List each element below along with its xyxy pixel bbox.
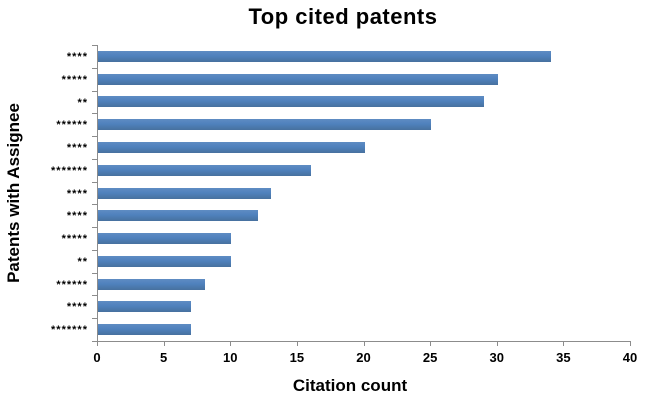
bar bbox=[98, 141, 365, 153]
y-tick-mark bbox=[92, 159, 97, 160]
y-tick-mark bbox=[92, 318, 97, 319]
x-tick-label: 0 bbox=[93, 350, 101, 365]
category-label: ***** bbox=[61, 73, 88, 86]
chart-title: Top cited patents bbox=[248, 4, 438, 29]
y-tick-mark bbox=[92, 91, 97, 92]
bar bbox=[98, 233, 232, 245]
category-label: ******* bbox=[51, 324, 88, 337]
bar bbox=[98, 255, 232, 267]
y-tick-mark bbox=[92, 113, 97, 114]
x-tick-label: 20 bbox=[356, 350, 371, 365]
x-tick-mark bbox=[230, 342, 231, 346]
y-tick-mark bbox=[92, 227, 97, 228]
x-tick-mark bbox=[430, 342, 431, 346]
y-tick-mark bbox=[92, 341, 97, 342]
category-label: ***** bbox=[61, 233, 88, 246]
bar bbox=[98, 324, 192, 336]
y-tick-mark bbox=[92, 250, 97, 251]
y-tick-mark bbox=[92, 295, 97, 296]
bar bbox=[98, 96, 485, 108]
y-tick-mark bbox=[92, 136, 97, 137]
y-tick-mark bbox=[92, 182, 97, 183]
y-tick-mark bbox=[92, 273, 97, 274]
category-label: **** bbox=[66, 301, 88, 314]
category-label: ****** bbox=[56, 278, 88, 291]
y-tick-mark bbox=[92, 68, 97, 69]
y-tick-mark bbox=[92, 45, 97, 46]
bar bbox=[98, 73, 498, 85]
x-tick-label: 15 bbox=[289, 350, 305, 365]
x-tick-mark bbox=[364, 342, 365, 346]
x-tick-mark bbox=[164, 342, 165, 346]
x-tick-label: 10 bbox=[223, 350, 238, 365]
category-label: **** bbox=[66, 210, 88, 223]
x-axis-title: Citation count bbox=[292, 376, 408, 395]
x-tick-label: 30 bbox=[489, 350, 504, 365]
bar bbox=[98, 187, 272, 199]
category-label: **** bbox=[66, 51, 88, 63]
x-tick-mark bbox=[563, 342, 564, 346]
x-tick-mark bbox=[97, 342, 98, 346]
category-label: ** bbox=[77, 255, 88, 268]
bar bbox=[98, 210, 258, 222]
x-tick-label: 35 bbox=[556, 350, 571, 365]
y-tick-mark bbox=[92, 204, 97, 205]
bar bbox=[98, 50, 552, 62]
x-tick-label: 40 bbox=[622, 350, 638, 365]
bar bbox=[98, 278, 205, 290]
x-tick-mark bbox=[630, 342, 631, 346]
category-label: ** bbox=[77, 96, 88, 109]
category-label: ******* bbox=[51, 164, 88, 177]
x-tick-mark bbox=[497, 342, 498, 346]
bar bbox=[98, 301, 192, 313]
bar bbox=[98, 119, 432, 131]
category-label: **** bbox=[66, 142, 88, 155]
x-tick-label: 25 bbox=[422, 350, 438, 365]
x-tick-mark bbox=[297, 342, 298, 346]
bar bbox=[98, 164, 312, 176]
x-tick-label: 5 bbox=[160, 350, 168, 365]
category-label: **** bbox=[66, 187, 88, 200]
category-label: ****** bbox=[56, 119, 88, 132]
plot-area bbox=[97, 45, 631, 342]
